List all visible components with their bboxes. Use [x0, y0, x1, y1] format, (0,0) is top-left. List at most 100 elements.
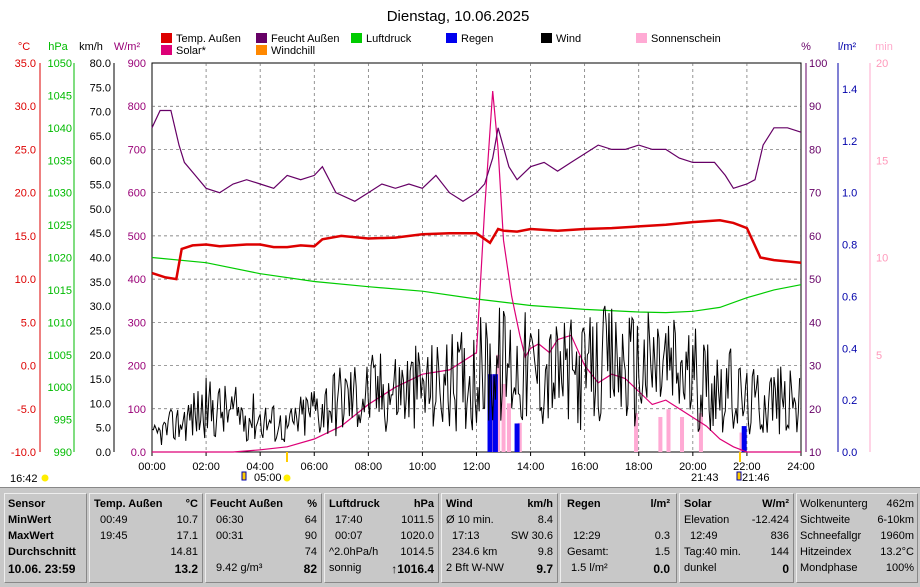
- wind-tick-label: 50.0: [90, 204, 111, 216]
- wind-tick-label: 0.0: [96, 447, 111, 459]
- solar-tick-label: 100: [128, 404, 146, 416]
- x-tick-label: 02:00: [192, 461, 220, 473]
- rain-tick-label: 0.4: [842, 343, 857, 355]
- misc-value-3: 1960m: [880, 530, 914, 542]
- wind-tick-label: 5.0: [96, 423, 111, 435]
- temp-tick-label: 10.0: [15, 274, 36, 286]
- bar-sonnenschein: [496, 354, 501, 452]
- temp-tick-label: 15.0: [15, 231, 36, 243]
- temp-header: Temp. Außen: [94, 498, 163, 510]
- rain-last: 0.3: [654, 530, 670, 542]
- axis-unit-headers: °C hPa km/h W/m² % l/m² min: [18, 41, 893, 53]
- x-tick-label: 00:00: [138, 461, 166, 473]
- press-min-time: 17:40: [335, 514, 363, 526]
- humidity-tick-label: 50: [809, 274, 821, 286]
- sunset-label-right: 21:46: [742, 472, 770, 484]
- avg-label: Durchschnitt: [8, 546, 76, 558]
- rain-tick-label: 0.8: [842, 240, 857, 252]
- humidity-tick-label: 90: [809, 101, 821, 113]
- solar-tick-label: 800: [128, 101, 146, 113]
- stats-col-rain: Regen l/m² 12:29 0.3 Gesamt: 1.5 1.5 l/m² 0.…: [560, 493, 677, 583]
- rain-header: Regen: [567, 498, 601, 510]
- rain-tick-label: 1.2: [842, 136, 857, 148]
- solar-tick-label: 200: [128, 361, 146, 373]
- rain-tick-label: 0.2: [842, 395, 857, 407]
- series: [151, 91, 802, 453]
- wind-header: Wind: [446, 498, 473, 510]
- misc-label-5: Mondphase: [800, 562, 858, 574]
- rain-total: 1.5: [654, 546, 670, 558]
- x-tick-label: 08:00: [355, 461, 383, 473]
- pressure-tick-label: 1010: [48, 317, 72, 329]
- wind-tick-label: 30.0: [90, 301, 111, 313]
- wind-tick-label: 45.0: [90, 228, 111, 240]
- wind-avg: 9.8: [537, 546, 553, 558]
- sunset-label-left: 21:43: [691, 472, 719, 484]
- press-current: ↑1016.4: [391, 562, 434, 576]
- misc-label-2: Sichtweite: [800, 514, 851, 526]
- x-tick-label: 10:00: [409, 461, 437, 473]
- wind-tick-label: 40.0: [90, 253, 111, 265]
- bar-sonnenschein: [634, 413, 639, 452]
- rain-tick-label: 1.0: [842, 188, 857, 200]
- stats-col-humidity: Feucht Außen% 06:30 64 00:31 90 74 9.42 g/…: [205, 493, 322, 583]
- legend-swatch-sunshine: [636, 33, 647, 43]
- wind-line: [151, 305, 801, 446]
- bar-sonnenschein: [666, 409, 671, 452]
- hum-current: 82: [303, 562, 317, 576]
- legend-swatch-solar: [161, 45, 172, 55]
- wind-gust-time: 17:13: [452, 530, 480, 542]
- solar-header: Solar: [684, 498, 712, 510]
- chart-title: Dienstag, 10.06.2025: [387, 8, 530, 25]
- wind-tick-label: 80.0: [90, 58, 111, 70]
- temp-min-time: 00:49: [100, 514, 128, 526]
- bar-regen: [741, 426, 747, 452]
- solar-unit: W/m²: [114, 41, 141, 53]
- pressure-tick-label: 1000: [48, 382, 72, 394]
- solar-day: 144: [770, 546, 789, 558]
- press-avg: 1014.5: [400, 546, 434, 558]
- solar-tick-label: 300: [128, 317, 146, 329]
- legend-label-pressure: Luftdruck: [366, 33, 412, 45]
- hum-max-time: 00:31: [216, 530, 244, 542]
- press-max: 1020.0: [400, 530, 434, 542]
- wind-distance: 234.6 km: [452, 546, 498, 558]
- pressure-line: [151, 256, 802, 314]
- temp-max: 17.1: [176, 530, 198, 542]
- x-tick-label: 12:00: [463, 461, 491, 473]
- sunshine-tick-label: 5: [876, 350, 882, 362]
- bar-regen: [492, 374, 498, 452]
- pressure-tick-label: 1045: [48, 90, 72, 102]
- wind-tick-label: 60.0: [90, 155, 111, 167]
- sunshine-tick-label: 10: [876, 253, 888, 265]
- wind-tick-label: 20.0: [90, 350, 111, 362]
- misc-value-5: 100%: [885, 562, 914, 574]
- hum-min-time: 06:30: [216, 514, 244, 526]
- legend-label-sunshine: Sonnenschein: [651, 33, 721, 45]
- temp-tick-label: 35.0: [15, 58, 36, 70]
- stats-col-sensor: Sensor MinWert MaxWert Durchschnitt 10.0…: [4, 493, 87, 583]
- wind-unit: km/h: [79, 41, 103, 53]
- stats-col-temp: Temp. Außen °C 00:49 10.7 19:45 17.1 14.81 …: [89, 493, 203, 583]
- legend-swatch-windchill: [256, 45, 267, 55]
- x-tick-label: 18:00: [625, 461, 653, 473]
- axis-ticks: 35.0 30.0 25.0 20.0 15.0 10.0 5.0 0.0 -5.0 -10.0 1…: [11, 58, 888, 473]
- pressure-tick-label: 1035: [48, 155, 72, 167]
- wind-current: 9.7: [536, 562, 553, 576]
- press-max-time: 00:07: [335, 530, 363, 542]
- solar-header-unit: W/m²: [762, 498, 789, 510]
- wind-tick-label: 55.0: [90, 180, 111, 192]
- misc-label-1: Wolkenunterg: [800, 498, 868, 510]
- bar-sonnenschein: [680, 416, 685, 452]
- solar-day-label: Tag:40 min.: [684, 546, 741, 558]
- rain-tick-label: 1.4: [842, 84, 857, 96]
- pressure-tick-label: 990: [54, 447, 72, 459]
- max-label: MaxWert: [8, 530, 54, 542]
- solar-tick-label: 600: [128, 188, 146, 200]
- x-tick-label: 20:00: [679, 461, 707, 473]
- temp-tick-label: 0.0: [21, 361, 36, 373]
- sun-marker-icon: [41, 474, 49, 482]
- hum-max: 90: [304, 530, 317, 542]
- legend-label-temp: Temp. Außen: [176, 33, 241, 45]
- temp-header-unit: °C: [185, 498, 198, 510]
